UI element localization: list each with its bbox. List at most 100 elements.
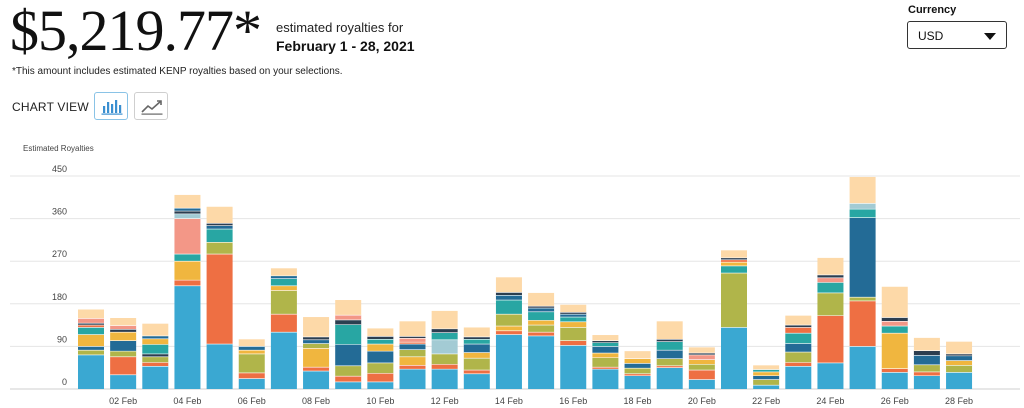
bar-segment (528, 325, 555, 333)
x-tick-label: 14 Feb (495, 396, 523, 406)
bar-segment (495, 326, 522, 331)
bar-segment (463, 352, 490, 359)
bar-segment (688, 364, 715, 371)
line-chart-button[interactable] (134, 92, 168, 120)
bar-segment (335, 381, 362, 389)
bar-segment (431, 339, 458, 354)
bar-segment (817, 362, 844, 389)
x-tick-label: 26 Feb (881, 396, 909, 406)
royalty-amount: $5,219.77* (10, 0, 262, 63)
bar-segment (592, 335, 619, 341)
bar-segment (528, 311, 555, 321)
bar-segment (335, 344, 362, 366)
bar-segment (913, 350, 940, 356)
bar-segment (881, 321, 908, 327)
bar-segment (656, 339, 683, 342)
bar-segment (110, 318, 137, 326)
bar-segment (785, 366, 812, 389)
bar-segment (463, 344, 490, 353)
bar-segment (688, 347, 715, 354)
bar-segment (881, 326, 908, 334)
bar-segment (238, 372, 265, 379)
bar-segment (656, 341, 683, 351)
bar-segment (335, 300, 362, 316)
bar-segment (78, 350, 104, 355)
bar-segment (913, 355, 940, 365)
bar-segment (656, 367, 683, 389)
bar-segment (367, 381, 394, 389)
bar-segment (335, 315, 362, 320)
bar-segment (238, 346, 265, 351)
bar-segment (495, 334, 522, 389)
bar-segment (817, 277, 844, 283)
bar-segment (238, 339, 265, 347)
bar-chart-icon (101, 100, 123, 115)
bar-segment (817, 315, 844, 363)
bar-segment (721, 262, 747, 266)
bar-segment (206, 344, 233, 389)
bar-segment (495, 292, 522, 296)
bar-segment (270, 314, 297, 333)
bar-segment (431, 369, 458, 389)
bar-segment (913, 337, 940, 351)
bar-segment (174, 194, 201, 209)
bar-segment (721, 273, 747, 328)
bar-segment (817, 292, 844, 316)
bar-segment (78, 334, 104, 347)
bar-segment (624, 375, 651, 389)
bar-segment (142, 356, 169, 363)
x-tick-label: 16 Feb (559, 396, 587, 406)
bar-segment (913, 364, 940, 372)
bar-segment (463, 373, 490, 389)
bar-segment (560, 314, 587, 318)
bar-segment (431, 310, 458, 329)
bar-segment (110, 332, 137, 341)
bar-segment (946, 355, 973, 361)
y-tick-label: 270 (52, 249, 67, 259)
bar-segment (721, 259, 747, 263)
x-tick-label: 24 Feb (816, 396, 844, 406)
bar-segment (270, 285, 297, 291)
bar-segment (399, 369, 426, 389)
bar-segment (528, 332, 555, 336)
bar-segment (560, 304, 587, 313)
bar-segment (560, 321, 587, 328)
kenp-note: *This amount includes estimated KENP roy… (12, 66, 343, 77)
bar-segment (753, 385, 780, 389)
bar-segment (592, 369, 619, 389)
bar-segment (206, 206, 233, 224)
bar-segment (399, 356, 426, 366)
bar-segment (560, 317, 587, 322)
bar-segment (656, 321, 683, 340)
bar-segment (238, 378, 265, 389)
bar-segment (688, 379, 715, 389)
bar-segment (463, 358, 490, 371)
bar-segment (528, 292, 555, 307)
currency-label: Currency (908, 4, 957, 16)
bar-segment (174, 280, 201, 286)
bar-segment (753, 371, 780, 376)
bar-segment (142, 362, 169, 367)
bar-segment (206, 223, 233, 226)
bar-segment (335, 365, 362, 377)
bar-segment (881, 317, 908, 322)
bar-segment (495, 277, 522, 293)
bar-segment (463, 336, 490, 340)
bar-segment (656, 365, 683, 368)
x-tick-label: 08 Feb (302, 396, 330, 406)
bar-segment (270, 268, 297, 276)
bar-segment (431, 332, 458, 340)
bar-segment (624, 351, 651, 359)
bar-segment (881, 368, 908, 373)
bar-segment (721, 257, 747, 260)
bar-segment (367, 373, 394, 382)
bar-segment (142, 338, 169, 345)
bar-segment (238, 350, 265, 354)
bar-chart-button[interactable] (94, 92, 128, 120)
royalties-bar-chart: Estimated Royalties 0 90 180 270 360 450 02 Feb… (10, 144, 1020, 406)
bar-segment (174, 208, 201, 212)
bar-segment (946, 360, 973, 366)
bar-segment (495, 314, 522, 327)
currency-select[interactable]: USD (907, 21, 1007, 49)
bar-segment (656, 350, 683, 359)
